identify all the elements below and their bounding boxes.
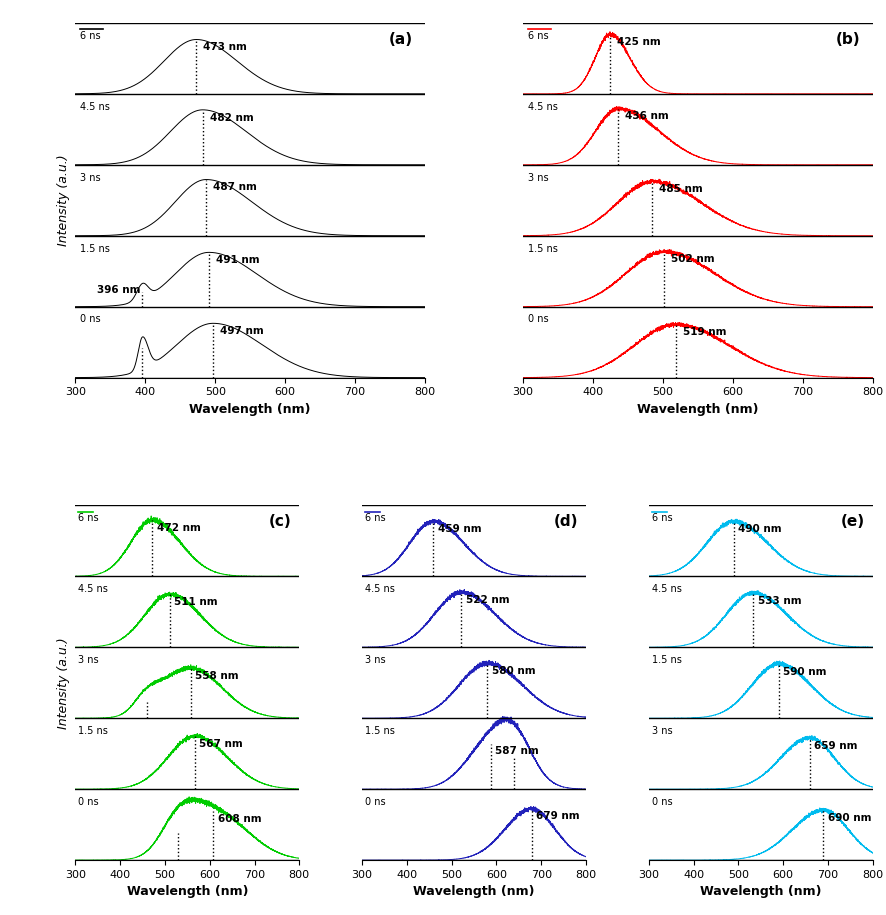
Text: 482 nm: 482 nm [210,113,253,123]
Text: 3 ns: 3 ns [79,655,99,665]
Text: 608 nm: 608 nm [218,813,261,824]
Text: 590 nm: 590 nm [783,667,827,676]
Text: 436 nm: 436 nm [626,112,669,122]
Text: 0 ns: 0 ns [528,315,548,325]
Text: 580 nm: 580 nm [492,666,535,676]
Text: 3 ns: 3 ns [365,655,385,665]
Text: 4.5 ns: 4.5 ns [79,584,108,594]
Text: 485 nm: 485 nm [659,184,703,194]
Y-axis label: Intensity (a.u.): Intensity (a.u.) [57,155,70,246]
Text: 1.5 ns: 1.5 ns [365,726,395,736]
Text: 6 ns: 6 ns [652,513,672,523]
X-axis label: Wavelength (nm): Wavelength (nm) [700,886,821,899]
Text: 490 nm: 490 nm [738,524,782,534]
Text: 567 nm: 567 nm [199,738,243,748]
Text: 558 nm: 558 nm [196,671,239,681]
Text: 6 ns: 6 ns [81,31,101,40]
Text: 425 nm: 425 nm [618,38,661,48]
Text: 511 nm: 511 nm [175,597,218,607]
Text: (e): (e) [841,514,865,529]
Text: 396 nm: 396 nm [97,285,140,295]
Text: 6 ns: 6 ns [528,31,548,40]
Text: 487 nm: 487 nm [214,182,257,192]
Text: 0 ns: 0 ns [79,797,99,807]
Text: 459 nm: 459 nm [438,524,481,534]
Text: 0 ns: 0 ns [652,797,672,807]
X-axis label: Wavelength (nm): Wavelength (nm) [413,886,535,899]
Text: 3 ns: 3 ns [81,173,101,183]
Text: 473 nm: 473 nm [203,42,247,52]
Text: 502 nm: 502 nm [672,254,715,264]
Text: 497 nm: 497 nm [220,326,264,336]
Text: 6 ns: 6 ns [365,513,385,523]
Text: 533 nm: 533 nm [758,596,801,606]
Text: 4.5 ns: 4.5 ns [81,102,110,112]
Text: 587 nm: 587 nm [495,747,539,757]
Text: 6 ns: 6 ns [79,513,99,523]
Text: 491 nm: 491 nm [216,255,260,265]
Text: 522 nm: 522 nm [466,595,509,605]
Text: 3 ns: 3 ns [528,173,548,183]
X-axis label: Wavelength (nm): Wavelength (nm) [190,403,311,416]
Text: 0 ns: 0 ns [365,797,385,807]
Y-axis label: Intensity (a.u.): Intensity (a.u.) [57,637,70,728]
X-axis label: Wavelength (nm): Wavelength (nm) [127,886,248,899]
Text: 519 nm: 519 nm [683,328,727,338]
Text: 4.5 ns: 4.5 ns [528,102,558,112]
Text: 659 nm: 659 nm [814,740,858,750]
Text: 472 nm: 472 nm [157,522,201,533]
Text: 1.5 ns: 1.5 ns [528,243,558,253]
Text: (c): (c) [268,514,291,529]
Text: 4.5 ns: 4.5 ns [365,584,395,594]
Text: 1.5 ns: 1.5 ns [81,243,110,253]
Text: 690 nm: 690 nm [828,813,872,823]
Text: 3 ns: 3 ns [652,726,672,736]
Text: 1.5 ns: 1.5 ns [79,726,108,736]
Text: 0 ns: 0 ns [81,315,101,325]
Text: 679 nm: 679 nm [536,812,580,822]
Text: (d): (d) [554,514,579,529]
Text: (a): (a) [389,32,413,47]
X-axis label: Wavelength (nm): Wavelength (nm) [637,403,758,416]
Text: (b): (b) [835,32,860,47]
Text: 1.5 ns: 1.5 ns [652,655,681,665]
Text: 4.5 ns: 4.5 ns [652,584,681,594]
